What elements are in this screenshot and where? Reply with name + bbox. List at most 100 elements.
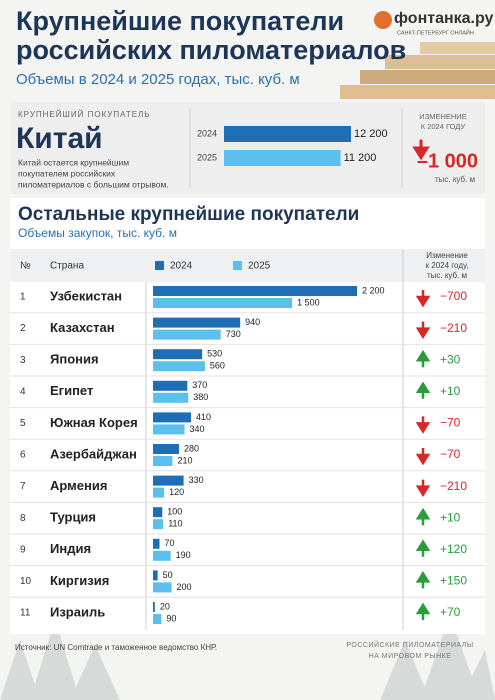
bar bbox=[153, 412, 192, 423]
bar bbox=[153, 570, 158, 581]
bar bbox=[153, 582, 172, 593]
row-number: 7 bbox=[20, 481, 26, 492]
row-number: 2 bbox=[20, 323, 26, 334]
source: Источник: UN Comtrade и таможенное ведом… bbox=[15, 643, 217, 652]
country: Казахстан bbox=[50, 320, 115, 335]
bar bbox=[153, 519, 164, 530]
bar bbox=[153, 317, 241, 328]
value-label: 1 500 bbox=[297, 297, 320, 307]
bar bbox=[153, 424, 185, 435]
country: Южная Корея bbox=[50, 415, 138, 430]
row-number: 4 bbox=[20, 386, 26, 397]
country: Индия bbox=[50, 541, 91, 556]
year-label: 2025 bbox=[197, 152, 217, 162]
value-label: 330 bbox=[189, 475, 204, 485]
title-line: российских пиломатериалов bbox=[16, 35, 406, 65]
section-title: Остальные крупнейшие покупатели bbox=[18, 204, 359, 225]
country: Армения bbox=[50, 478, 107, 493]
value-label: 370 bbox=[192, 380, 207, 390]
bar bbox=[153, 475, 184, 486]
wood-decor bbox=[340, 42, 495, 99]
change-label: +10 bbox=[440, 384, 461, 398]
table-header bbox=[10, 249, 485, 282]
bar bbox=[153, 507, 163, 518]
value-label: 940 bbox=[245, 317, 260, 327]
bar bbox=[153, 444, 179, 454]
top-note: пиломатериалов с большим отрывом. bbox=[18, 179, 169, 189]
change-header: тыс. куб. м bbox=[427, 271, 467, 280]
bar bbox=[153, 487, 165, 498]
country: Узбекистан bbox=[50, 288, 122, 303]
top-box bbox=[10, 102, 485, 194]
logo-sub: САНКТ-ПЕТЕРБУРГ ОНЛАЙН bbox=[397, 28, 474, 36]
change-label: +120 bbox=[440, 542, 467, 556]
bar bbox=[153, 392, 189, 403]
arrow-up bbox=[415, 571, 431, 589]
row-number: 3 bbox=[20, 355, 26, 366]
top-country: Китай bbox=[16, 122, 103, 155]
year-label: 2024 bbox=[197, 128, 217, 138]
bar bbox=[153, 602, 155, 612]
country: Турция bbox=[50, 510, 96, 525]
arrow-down bbox=[415, 290, 431, 308]
country: Египет bbox=[50, 383, 93, 398]
bar bbox=[224, 126, 351, 142]
top-label: КРУПНЕЙШИЙ ПОКУПАТЕЛЬ bbox=[18, 110, 151, 119]
value-label: 410 bbox=[196, 412, 211, 422]
value-label: 11 200 bbox=[344, 152, 377, 164]
legend-swatch bbox=[233, 261, 242, 270]
bar bbox=[153, 349, 203, 360]
bar bbox=[153, 329, 221, 340]
row-number: 6 bbox=[20, 450, 26, 461]
logo: фонтанка.ру bbox=[394, 10, 494, 27]
arrow-down bbox=[412, 139, 430, 161]
change-unit: тыс. куб. м bbox=[435, 175, 475, 184]
value-label: 530 bbox=[207, 349, 222, 359]
value-label: 50 bbox=[163, 570, 173, 580]
row-number: 9 bbox=[20, 544, 26, 555]
value-label: 100 bbox=[167, 507, 182, 517]
value-label: 120 bbox=[169, 487, 184, 497]
arrow-up bbox=[415, 539, 431, 557]
value-label: 12 200 bbox=[354, 128, 388, 140]
arrow-up bbox=[415, 602, 431, 620]
arrow-down bbox=[415, 448, 431, 466]
row-number: 5 bbox=[20, 418, 26, 429]
bar bbox=[153, 380, 188, 391]
value-label: 90 bbox=[166, 613, 176, 623]
col-header: № bbox=[20, 261, 31, 272]
bar bbox=[153, 286, 357, 296]
value-label: 200 bbox=[177, 582, 192, 592]
row-number: 10 bbox=[20, 576, 32, 587]
bar bbox=[153, 550, 171, 561]
value-label: 2 200 bbox=[362, 285, 385, 295]
row-number: 11 bbox=[20, 608, 31, 619]
value-label: 280 bbox=[184, 443, 199, 453]
bar bbox=[153, 298, 293, 308]
change-label: +150 bbox=[440, 574, 467, 588]
value-label: 380 bbox=[193, 392, 208, 402]
change-label: +10 bbox=[440, 510, 461, 524]
change-label: −70 bbox=[440, 416, 461, 430]
change-label: −210 bbox=[440, 321, 467, 335]
bar bbox=[153, 456, 173, 466]
subtitle: Объемы в 2024 и 2025 годах, тыс. куб. м bbox=[16, 71, 300, 88]
arrow-up bbox=[415, 349, 431, 368]
row-number: 1 bbox=[20, 292, 26, 303]
change-label: −70 bbox=[440, 447, 461, 461]
arrow-down bbox=[415, 416, 431, 434]
value-label: 190 bbox=[176, 550, 191, 560]
top-note: Китай остается крупнейшим bbox=[18, 157, 129, 167]
change-header: к 2024 году, bbox=[426, 261, 469, 270]
section-subtitle: Объемы закупок, тыс. куб. м bbox=[18, 226, 177, 240]
trees-decor bbox=[0, 615, 495, 700]
row-number: 8 bbox=[20, 513, 26, 524]
change-header: ИЗМЕНЕНИЕ bbox=[419, 112, 466, 121]
top-note: покупателем российских bbox=[18, 168, 116, 178]
value-label: 20 bbox=[160, 601, 170, 611]
bar bbox=[224, 150, 341, 166]
footer-tag: НА МИРОВОМ РЫНКЕ bbox=[369, 653, 452, 660]
country: Киргизия bbox=[50, 573, 109, 588]
arrow-up bbox=[415, 507, 431, 526]
change-label: −210 bbox=[440, 479, 467, 493]
